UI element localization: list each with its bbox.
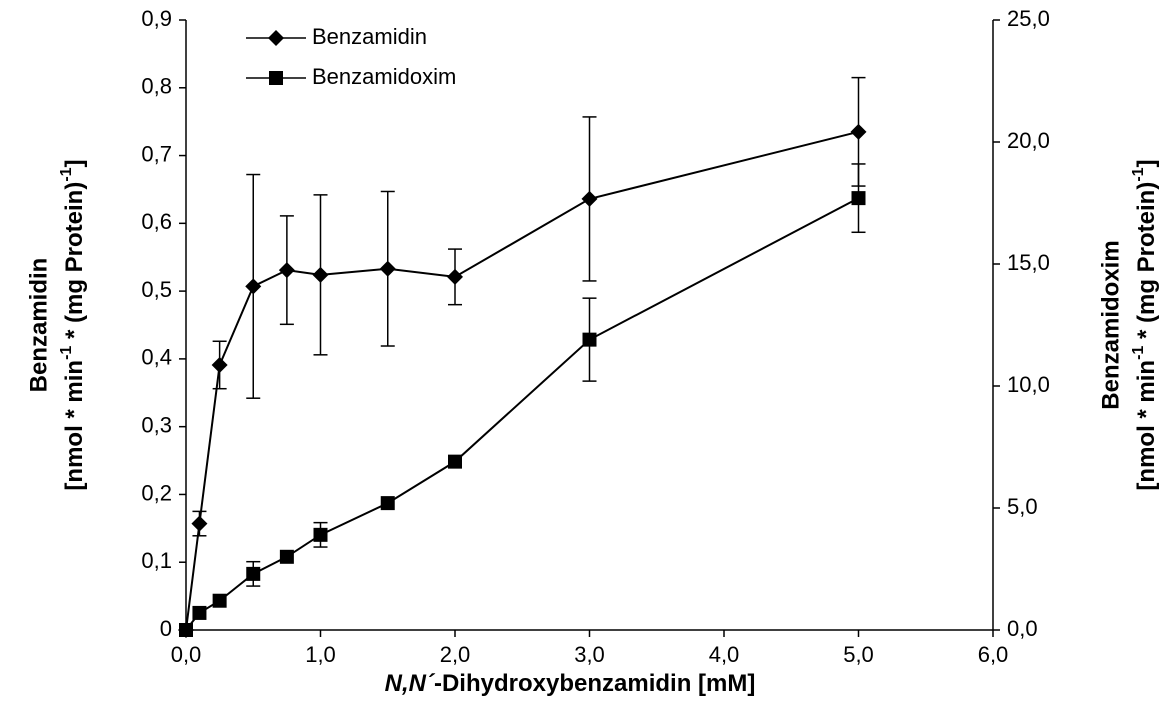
legend-label: Benzamidin: [312, 24, 427, 49]
y2-axis-label-line2: [nmol * min-1 * (mg Protein)-1]: [1130, 159, 1160, 490]
x-axis-label-rest: -Dihydroxybenzamidin [mM]: [434, 670, 755, 697]
marker: [212, 593, 227, 608]
y-tick-label: 0,8: [141, 74, 172, 99]
x-tick-label: 2,0: [440, 642, 471, 667]
y-tick-label: 0,5: [141, 277, 172, 302]
y2-tick-label: 0,0: [1007, 616, 1038, 641]
label-part: ]: [1133, 159, 1160, 167]
marker: [191, 515, 208, 532]
marker: [379, 260, 396, 277]
y-axis-label-line2: [nmol * min-1 * (mg Protein)-1]: [58, 159, 88, 490]
y2-axis-label: Benzamidoxim [nmol * min-1 * (mg Protein…: [1097, 159, 1160, 490]
marker: [581, 190, 598, 207]
x-tick-label: 1,0: [305, 642, 336, 667]
marker: [179, 623, 193, 637]
y2-tick-label: 25,0: [1007, 6, 1050, 31]
x-axis-label-italic: N,N´: [385, 670, 436, 697]
marker: [380, 496, 395, 511]
y-tick-label: 0,6: [141, 209, 172, 234]
marker: [313, 527, 328, 542]
x-tick-label: 3,0: [574, 642, 605, 667]
label-sup: -1: [1130, 346, 1147, 360]
y2-tick-label: 20,0: [1007, 128, 1050, 153]
marker: [246, 566, 261, 581]
marker: [447, 268, 463, 285]
label-part: * (mg Protein): [61, 182, 88, 346]
x-axis-label: N,N´-Dihydroxybenzamidin [mM]: [385, 670, 756, 697]
y-tick-label: 0,7: [141, 141, 172, 166]
marker: [850, 123, 867, 140]
y-tick-label: 0,3: [141, 412, 172, 437]
y2-axis-label-line1: Benzamidoxim: [1097, 240, 1124, 409]
marker: [192, 605, 207, 620]
y2-tick-label: 15,0: [1007, 250, 1050, 275]
label-part: ]: [61, 159, 88, 167]
x-tick-label: 0,0: [171, 642, 202, 667]
legend-label: Benzamidoxim: [312, 64, 456, 89]
y-axis-label-line1: Benzamidin: [25, 258, 52, 393]
y-tick-label: 0,4: [141, 345, 172, 370]
y-tick-label: 0,9: [141, 6, 172, 31]
label-part: * (mg Protein): [1133, 182, 1160, 346]
label-part: [nmol * min: [1133, 360, 1160, 491]
y2-tick-label: 5,0: [1007, 494, 1038, 519]
y-tick-label: 0: [160, 616, 172, 641]
x-tick-label: 4,0: [709, 642, 740, 667]
label-sup: -1: [58, 346, 75, 360]
marker: [582, 332, 597, 347]
label-part: [nmol * min: [61, 360, 88, 491]
label-sup: -1: [58, 167, 75, 181]
marker: [312, 266, 329, 283]
label-sup: -1: [1130, 167, 1147, 181]
series-line: [185, 197, 859, 631]
x-tick-label: 6,0: [978, 642, 1009, 667]
legend-marker: [268, 30, 284, 46]
x-tick-label: 5,0: [843, 642, 874, 667]
y2-tick-label: 10,0: [1007, 372, 1050, 397]
y-tick-label: 0,2: [141, 480, 172, 505]
legend-marker: [269, 71, 283, 85]
marker: [851, 191, 866, 206]
marker: [279, 549, 294, 564]
marker: [278, 262, 295, 279]
y-axis-label: Benzamidin [nmol * min-1 * (mg Protein)-…: [25, 159, 88, 490]
marker: [211, 356, 228, 373]
marker: [245, 278, 262, 295]
marker: [448, 454, 462, 469]
series-line: [185, 130, 859, 631]
y-tick-label: 0,1: [141, 548, 172, 573]
